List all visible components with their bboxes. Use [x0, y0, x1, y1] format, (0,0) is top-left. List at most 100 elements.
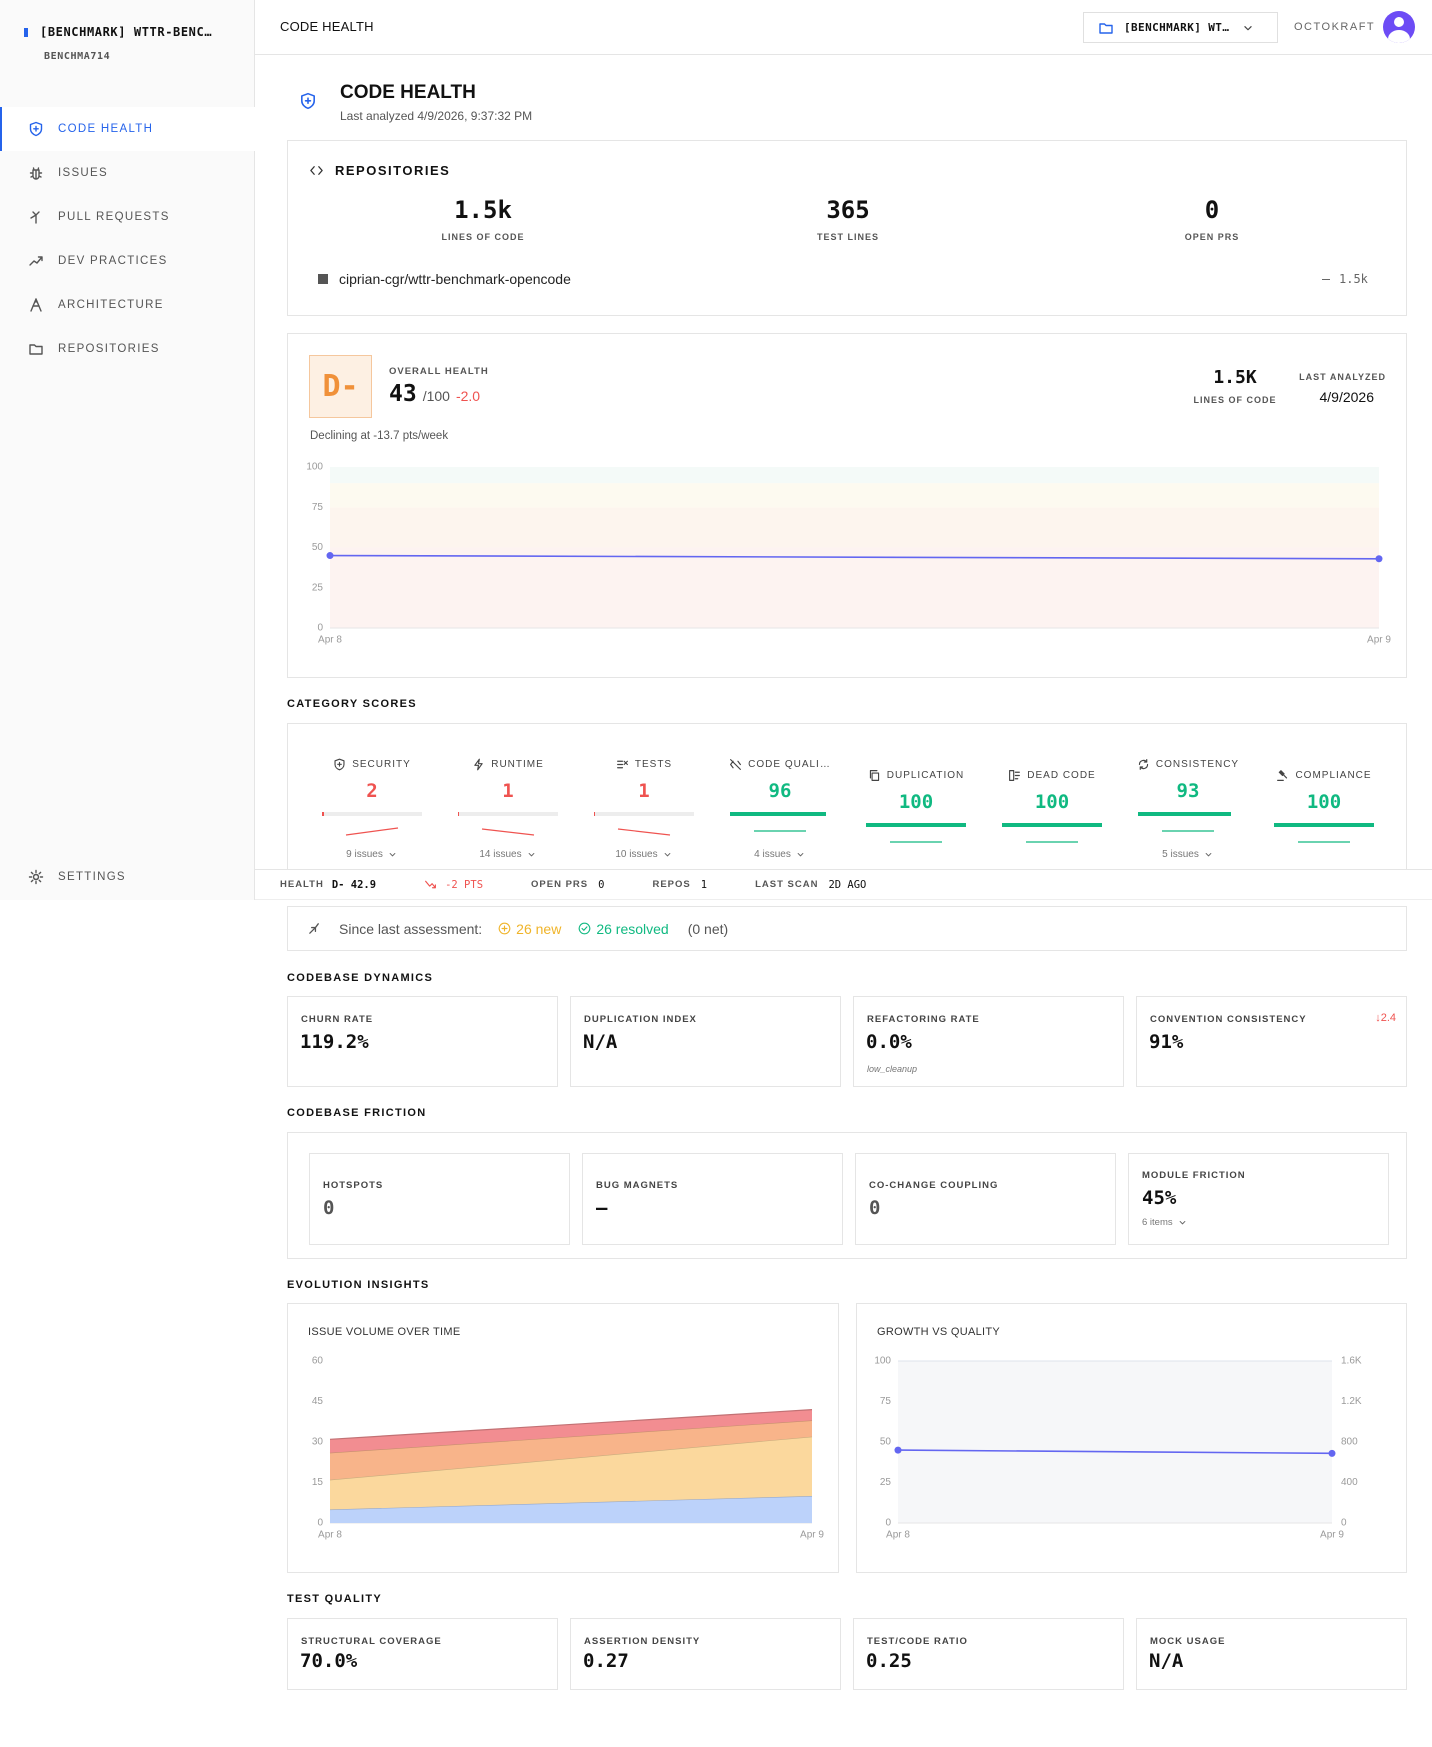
status-label: HEALTH: [280, 879, 324, 890]
metric-value: 70.0%: [300, 1650, 358, 1672]
nav-label: ISSUES: [58, 167, 108, 179]
chevron-icon-shape: [1205, 852, 1212, 857]
category-name: SECURITY: [352, 759, 411, 770]
category-value: 1: [502, 780, 514, 802]
metric-value: N/A: [1149, 1650, 1184, 1672]
resolved-icon-shape: [579, 922, 591, 935]
avatar[interactable]: [1383, 11, 1415, 43]
chevron-icon: [389, 852, 396, 857]
score-track: [458, 812, 558, 816]
sidebar: [BENCHMARK] WTTR-BENC… BENCHMA714 CODE HEA…: [0, 0, 255, 900]
section-heading: CATEGORY SCORES: [287, 698, 417, 710]
status-label: LAST SCAN: [755, 879, 819, 890]
category-score: CONSISTENCY 93 5 issues: [1120, 724, 1256, 899]
section-heading: EVOLUTION INSIGHTS: [287, 1279, 430, 1291]
since-net: (0 net): [687, 920, 729, 937]
score-track: [322, 812, 422, 816]
metric-card: CONVENTION CONSISTENCY 91% ↓2.4: [1136, 996, 1407, 1087]
category-icon-shape: [869, 770, 879, 781]
section-title: REPOSITORIES: [335, 163, 451, 178]
x-tick-label: Apr 8: [318, 635, 342, 646]
lines-label: LINES OF CODE: [1193, 395, 1277, 405]
score-bar: [458, 812, 459, 816]
category-icon: [1277, 770, 1288, 781]
score-bar: [594, 812, 595, 816]
y-tick-label: 0: [317, 1518, 323, 1529]
category-icon: [474, 758, 483, 771]
stat-label: OPEN PRS: [1184, 232, 1240, 242]
sparkline: [481, 828, 535, 836]
metric-label: DUPLICATION INDEX: [584, 1014, 697, 1025]
workspace-name[interactable]: [BENCHMARK] WTTR-BENC…: [40, 25, 213, 39]
y-tick-label: 50: [880, 1437, 892, 1448]
new-icon-shape: [498, 922, 511, 935]
new-icon: [498, 922, 511, 935]
items-toggle[interactable]: 6 items: [1142, 1217, 1388, 1228]
category-header: RUNTIME: [440, 758, 576, 771]
category-name: CODE QUALI…: [748, 759, 831, 770]
last-value: 4/9/2026: [1319, 389, 1375, 405]
nav-icon: [29, 121, 43, 137]
nav-item[interactable]: SETTINGS: [0, 855, 255, 899]
sparkline: [617, 828, 671, 836]
score-band: [330, 483, 1379, 508]
chevron-icon: [1244, 25, 1253, 30]
category-score: CODE QUALI… 96 4 issues: [712, 724, 848, 899]
nav-icon: [30, 211, 40, 224]
metric-value: 0.27: [583, 1650, 629, 1672]
y-tick-label: 100: [306, 462, 323, 473]
category-icon: [730, 759, 742, 770]
metric-label: MODULE FRICTION: [1142, 1170, 1246, 1181]
issues-toggle[interactable]: 9 issues: [304, 849, 440, 860]
score-track: [730, 812, 830, 816]
repo-name[interactable]: ciprian-cgr/wttr-benchmark-opencode: [339, 271, 571, 287]
since-label: Since last assessment:: [339, 920, 483, 937]
category-value: 100: [1306, 791, 1342, 813]
growth-quality-chart: 0 25 50 75 100 0 400 800 1.2K 1.6K Apr 8 Apr 9: [874, 1356, 1362, 1541]
health-chart: 0 25 50 75 100 Apr 8 Apr 9: [306, 462, 1391, 646]
workspace-selector[interactable]: [BENCHMARK] WT…: [1083, 12, 1278, 43]
score-bar: [1274, 823, 1374, 827]
issue-volume-card: ISSUE VOLUME OVER TIME 0 15 30 45 60 Apr 8 Apr …: [287, 1303, 839, 1573]
issues-toggle[interactable]: 4 issues: [712, 849, 848, 860]
since-new: 26 new: [516, 920, 562, 937]
since-card: Since last assessment: 26 new 26 resolved (…: [287, 906, 1407, 951]
metric-label: MOCK USAGE: [1150, 1636, 1226, 1647]
metric-value: 45%: [1142, 1187, 1177, 1209]
repo-square: [318, 274, 328, 284]
nav-item[interactable]: PULL REQUESTS: [0, 195, 255, 239]
sparkline-line: [345, 827, 399, 836]
friction-metric: MODULE FRICTION 45% 6 items: [1128, 1153, 1389, 1245]
category-icon-shape: [730, 759, 742, 770]
friction-metric: BUG MAGNETS —: [582, 1153, 843, 1245]
metric-label: CO-CHANGE COUPLING: [869, 1179, 999, 1191]
y2-tick-label: 1.6K: [1341, 1356, 1362, 1367]
nav-icon: [29, 167, 43, 180]
issues-toggle[interactable]: 5 issues: [1120, 849, 1256, 860]
org-name[interactable]: OCTOKRAFT: [1294, 21, 1376, 33]
growth-quality-card: GROWTH VS QUALITY 0 25 50 75 100 0 400 800 1.2K 1.…: [856, 1303, 1407, 1573]
category-header: DUPLICATION: [848, 769, 984, 782]
y2-tick-label: 800: [1341, 1437, 1358, 1448]
page-subtitle: Last analyzed 4/9/2026, 9:37:32 PM: [340, 109, 533, 123]
y-tick-label: 30: [312, 1437, 324, 1448]
stat-value: 365: [826, 196, 870, 224]
nav-item[interactable]: CODE HEALTH: [0, 107, 255, 151]
merge-icon: [309, 923, 319, 934]
nav-label: CODE HEALTH: [58, 123, 154, 135]
nav-item[interactable]: REPOSITORIES: [0, 327, 255, 371]
issues-toggle[interactable]: 10 issues: [576, 849, 712, 860]
metric-value: 0.25: [866, 1650, 912, 1672]
sparkline: [890, 841, 942, 843]
nav-item[interactable]: ARCHITECTURE: [0, 283, 255, 327]
issues-toggle[interactable]: 14 issues: [440, 849, 576, 860]
y-tick-label: 0: [317, 623, 323, 634]
nav-item[interactable]: DEV PRACTICES: [0, 239, 255, 283]
nav-item[interactable]: ISSUES: [0, 151, 255, 195]
metric-card: TEST/CODE RATIO 0.25: [853, 1618, 1124, 1690]
category-icon: [1009, 770, 1021, 781]
y-tick-label: 75: [312, 502, 324, 513]
nav-icon-shape: [29, 344, 43, 355]
score-track: [866, 823, 966, 827]
